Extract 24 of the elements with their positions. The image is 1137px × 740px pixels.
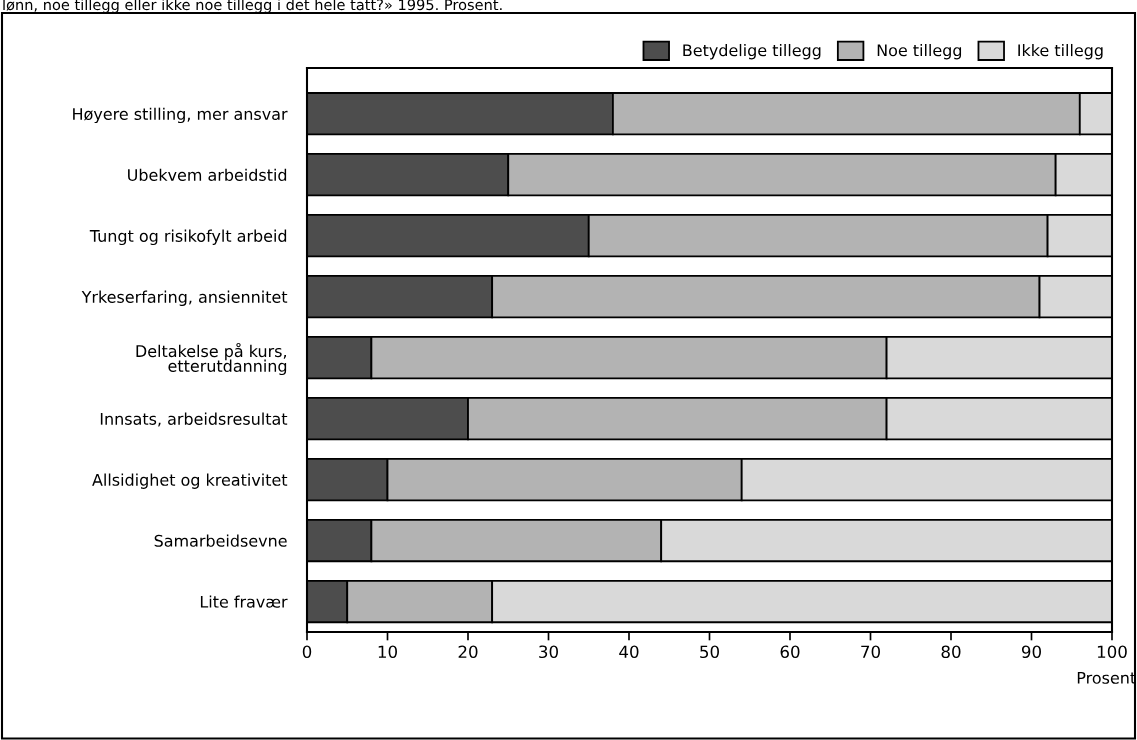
x-tick-label: 0 — [302, 645, 312, 659]
x-tick-label: 30 — [539, 645, 558, 659]
y-tick-label: Deltakelse på kurs, etterutdanning — [136, 342, 287, 376]
x-tick-label: 50 — [700, 645, 719, 659]
y-tick-label: Lite fravær — [200, 595, 288, 608]
x-tick-label: 100 — [1097, 645, 1127, 659]
legend-label: Noe tillegg — [877, 43, 962, 60]
x-tick-label: 70 — [861, 645, 880, 659]
x-tick-label: 60 — [780, 645, 800, 659]
x-tick-label: 20 — [458, 645, 478, 659]
y-tick-label: Innsats, arbeidsresultat — [100, 412, 288, 427]
x-tick-label: 80 — [941, 645, 961, 659]
x-tick-label: 90 — [1021, 645, 1041, 659]
y-tick-label: Høyere stilling, mer ansvar — [73, 107, 288, 124]
y-tick-label: Allsidighet og kreativitet — [92, 473, 288, 489]
x-axis-title: Prosent — [1077, 671, 1136, 684]
y-tick-label: Tungt og risikofylt arbeid — [89, 229, 287, 246]
legend-label: Betydelige tillegg — [683, 43, 821, 60]
legend-label: Ikke tillegg — [1018, 43, 1103, 60]
y-tick-label: Yrkeserfaring, ansiennitet — [81, 290, 288, 307]
y-tick-label: Ubekvem arbeidstid — [128, 168, 287, 181]
x-tick-label: 40 — [619, 645, 639, 659]
y-tick-label: Samarbeidsevne — [154, 534, 287, 547]
x-tick-label: 10 — [378, 645, 397, 659]
